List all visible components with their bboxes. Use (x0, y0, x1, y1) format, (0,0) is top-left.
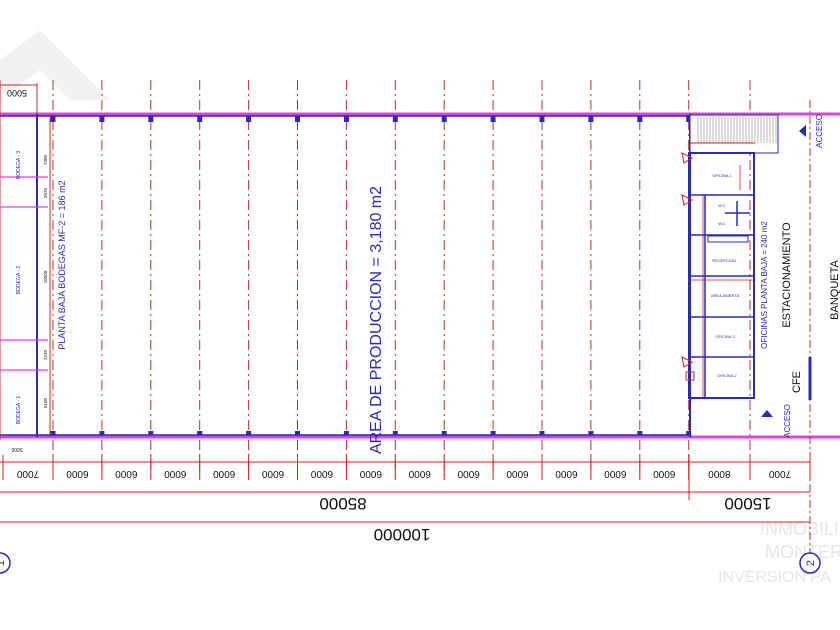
column (637, 431, 643, 437)
column (295, 431, 300, 437)
column (686, 431, 692, 437)
watermark-text: MONTER (765, 542, 840, 562)
bay-dimension: 6000 (506, 468, 529, 479)
warehouses-area-label: PLANTA BAJA BODEGAS MF-2 = 186 m2 (57, 180, 67, 349)
production-area-label: AREA DE PRODUCCION = 3,180 m2 (368, 186, 385, 454)
top-left-dim: 5000 (7, 88, 27, 98)
door-icon (681, 194, 694, 206)
total-dimension: 100000 (374, 525, 431, 544)
column (441, 116, 447, 122)
cfe-label: CFE (791, 371, 803, 393)
bay-dimension: 6000 (261, 468, 284, 479)
room-label: OFICINA 2 (717, 373, 737, 378)
subtotal-offices: 15000 (724, 494, 771, 513)
column (148, 116, 154, 122)
watermark-text: INVERSION PA (718, 569, 831, 586)
bay-dimension: 6000 (653, 468, 676, 479)
access-arrow-icon (799, 125, 806, 137)
access-arrow-icon (761, 410, 773, 417)
grid-axis-1-label: 1 (0, 560, 7, 566)
bay-dimension: 7000 (768, 468, 791, 479)
column (99, 116, 105, 122)
room-label: OFICINA 3 (715, 334, 735, 339)
room-label: AREA ABIERTA (711, 293, 740, 298)
grid-axis-2-label: 2 (805, 560, 817, 566)
bay-dimension: 6000 (310, 468, 333, 479)
column (99, 431, 105, 437)
grid-axis-1 (0, 552, 11, 574)
sidewalk-label: BANQUETA (829, 259, 840, 319)
bay-dimension: 6000 (457, 468, 480, 479)
bay-dimension: 6000 (213, 468, 236, 479)
warehouse-dim: 3740 (43, 349, 48, 360)
electric-panel-icon (685, 371, 695, 381)
warehouse-1-label: BODEGA - 1 (16, 396, 22, 425)
warehouse-dim: 7380 (43, 154, 48, 165)
column (637, 116, 643, 122)
column (343, 116, 349, 122)
bay-dimension: 6000 (115, 468, 138, 479)
watermark-logo-icon (0, 30, 110, 100)
access-bottom-label: ACCESO (783, 404, 792, 438)
watermark: INMOBILI MONTER INVERSION PA (0, 30, 840, 586)
room-label: W.C (718, 203, 726, 208)
column (197, 431, 203, 437)
column (50, 431, 56, 437)
access-top-label: ACCESO (815, 114, 824, 148)
column (246, 431, 252, 437)
warehouse-3-label: BODEGA - 3 (16, 151, 22, 180)
watermark-text: INMOBILI (760, 519, 839, 539)
bay-dimension: 7000 (16, 468, 39, 479)
warehouse-2-label: BODEGA - 2 (16, 266, 22, 295)
column (441, 431, 447, 437)
column (148, 431, 154, 437)
warehouse-dim: 3970 (43, 187, 48, 198)
column (539, 116, 545, 122)
grid-axis-2 (799, 552, 821, 574)
column-grid (50, 80, 751, 480)
bay-dimension: 8000 (708, 468, 731, 479)
bay-dimension: 6000 (604, 468, 627, 479)
office-block (681, 114, 779, 399)
door-icon (681, 152, 694, 164)
column (686, 116, 692, 122)
column (295, 116, 300, 122)
column (392, 431, 398, 437)
offices-area-label: OFICINAS PLANTA BAJA = 240 m2 (760, 221, 769, 349)
room-label: RECEPCION (712, 258, 736, 263)
column (539, 431, 545, 437)
dimension-chain: 7000 6000 6000 6000 6000 6000 6000 6000 6000 6000… (0, 455, 811, 480)
warehouse-dim: 8160 (43, 397, 48, 408)
door-icon (681, 356, 694, 368)
column (588, 116, 594, 122)
bay-dimension: 6000 (408, 468, 431, 479)
column (490, 116, 496, 122)
column (490, 431, 496, 437)
column (246, 116, 252, 122)
column (197, 116, 203, 122)
bay-dimension: 6000 (555, 468, 578, 479)
subtotal-production: 85000 (319, 494, 366, 513)
bay-dimension: 6000 (359, 468, 382, 479)
column (343, 431, 349, 437)
warehouse-dim: 16500 (43, 270, 48, 283)
column (588, 431, 594, 437)
bay-dimension: 6000 (66, 468, 89, 479)
room-label: OFICINA 1 (712, 173, 732, 178)
room-label: W.C (718, 221, 726, 226)
warehouse-dividers (0, 176, 48, 371)
column (50, 116, 56, 122)
bay-dimension: 6000 (164, 468, 187, 479)
column (392, 116, 398, 122)
parking-label: ESTACIONAMIENTO (781, 222, 793, 328)
bottom-left-dim: 5000 (11, 446, 22, 452)
